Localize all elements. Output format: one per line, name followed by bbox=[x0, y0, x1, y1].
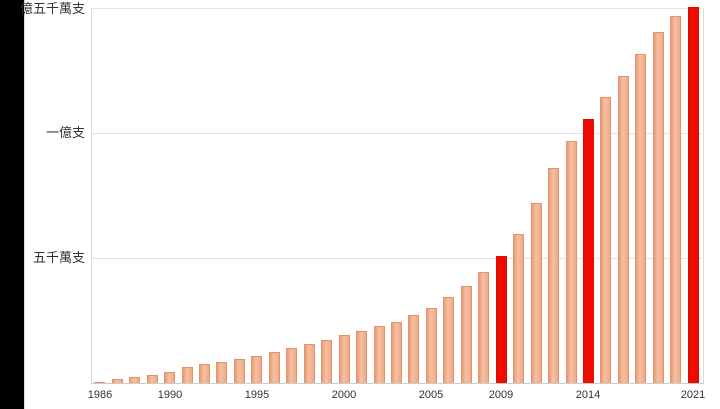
bar-2017 bbox=[635, 54, 647, 383]
gridline-150m bbox=[91, 8, 702, 9]
bar-2010 bbox=[513, 234, 525, 383]
bar-2013 bbox=[565, 141, 577, 383]
bar-2004 bbox=[408, 315, 420, 383]
bar-1986 bbox=[94, 382, 106, 383]
bar-2008 bbox=[478, 272, 490, 383]
bar-1997 bbox=[286, 348, 298, 383]
bar-1989 bbox=[146, 375, 158, 383]
x-axis-label-1990: 1990 bbox=[157, 389, 183, 401]
bar-1988 bbox=[129, 377, 141, 383]
x-axis-label-2014: 2014 bbox=[575, 389, 601, 401]
x-axis-label-1986: 1986 bbox=[87, 389, 113, 401]
bar-2016 bbox=[617, 76, 629, 383]
y-axis-label-100m: 一億支 bbox=[45, 125, 85, 140]
bar-1990 bbox=[164, 372, 176, 383]
gridline-50m bbox=[91, 258, 702, 259]
bar-2009 bbox=[495, 256, 507, 383]
bar-2003 bbox=[391, 322, 402, 383]
bar-1995 bbox=[251, 356, 263, 383]
bar-1992 bbox=[198, 364, 210, 383]
bar-1991 bbox=[181, 367, 193, 383]
bar-2001 bbox=[356, 331, 368, 383]
x-axis-label-2000: 2000 bbox=[331, 389, 357, 401]
bar-2000 bbox=[338, 335, 350, 383]
bar-2002 bbox=[373, 326, 385, 383]
bar-1987 bbox=[111, 379, 123, 383]
left-black-strip bbox=[0, 0, 25, 409]
bar-1996 bbox=[268, 352, 280, 383]
y-axis-label-150m: 億五千萬支 bbox=[19, 1, 85, 16]
bar-1999 bbox=[321, 340, 333, 383]
x-axis-label-1995: 1995 bbox=[244, 389, 270, 401]
bar-1998 bbox=[303, 344, 315, 383]
bar-2015 bbox=[600, 97, 612, 383]
x-axis-label-2021: 2021 bbox=[680, 389, 706, 401]
bar-2005 bbox=[425, 308, 437, 383]
bar-2012 bbox=[548, 168, 560, 383]
bar-1994 bbox=[233, 359, 245, 383]
bar-2007 bbox=[460, 286, 472, 383]
gridline-100m bbox=[91, 133, 702, 134]
bar-2014 bbox=[583, 119, 595, 383]
y-axis-label-50m: 五千萬支 bbox=[32, 250, 85, 265]
bar-2021 bbox=[687, 7, 699, 383]
bar-2019 bbox=[670, 16, 682, 383]
bar-1993 bbox=[216, 362, 228, 383]
bar-2011 bbox=[530, 203, 542, 383]
x-axis-label-2005: 2005 bbox=[418, 389, 444, 401]
bar-2006 bbox=[443, 297, 455, 383]
x-axis-label-2009: 2009 bbox=[488, 389, 514, 401]
plot-area bbox=[91, 8, 704, 384]
bar-2018 bbox=[652, 32, 664, 383]
